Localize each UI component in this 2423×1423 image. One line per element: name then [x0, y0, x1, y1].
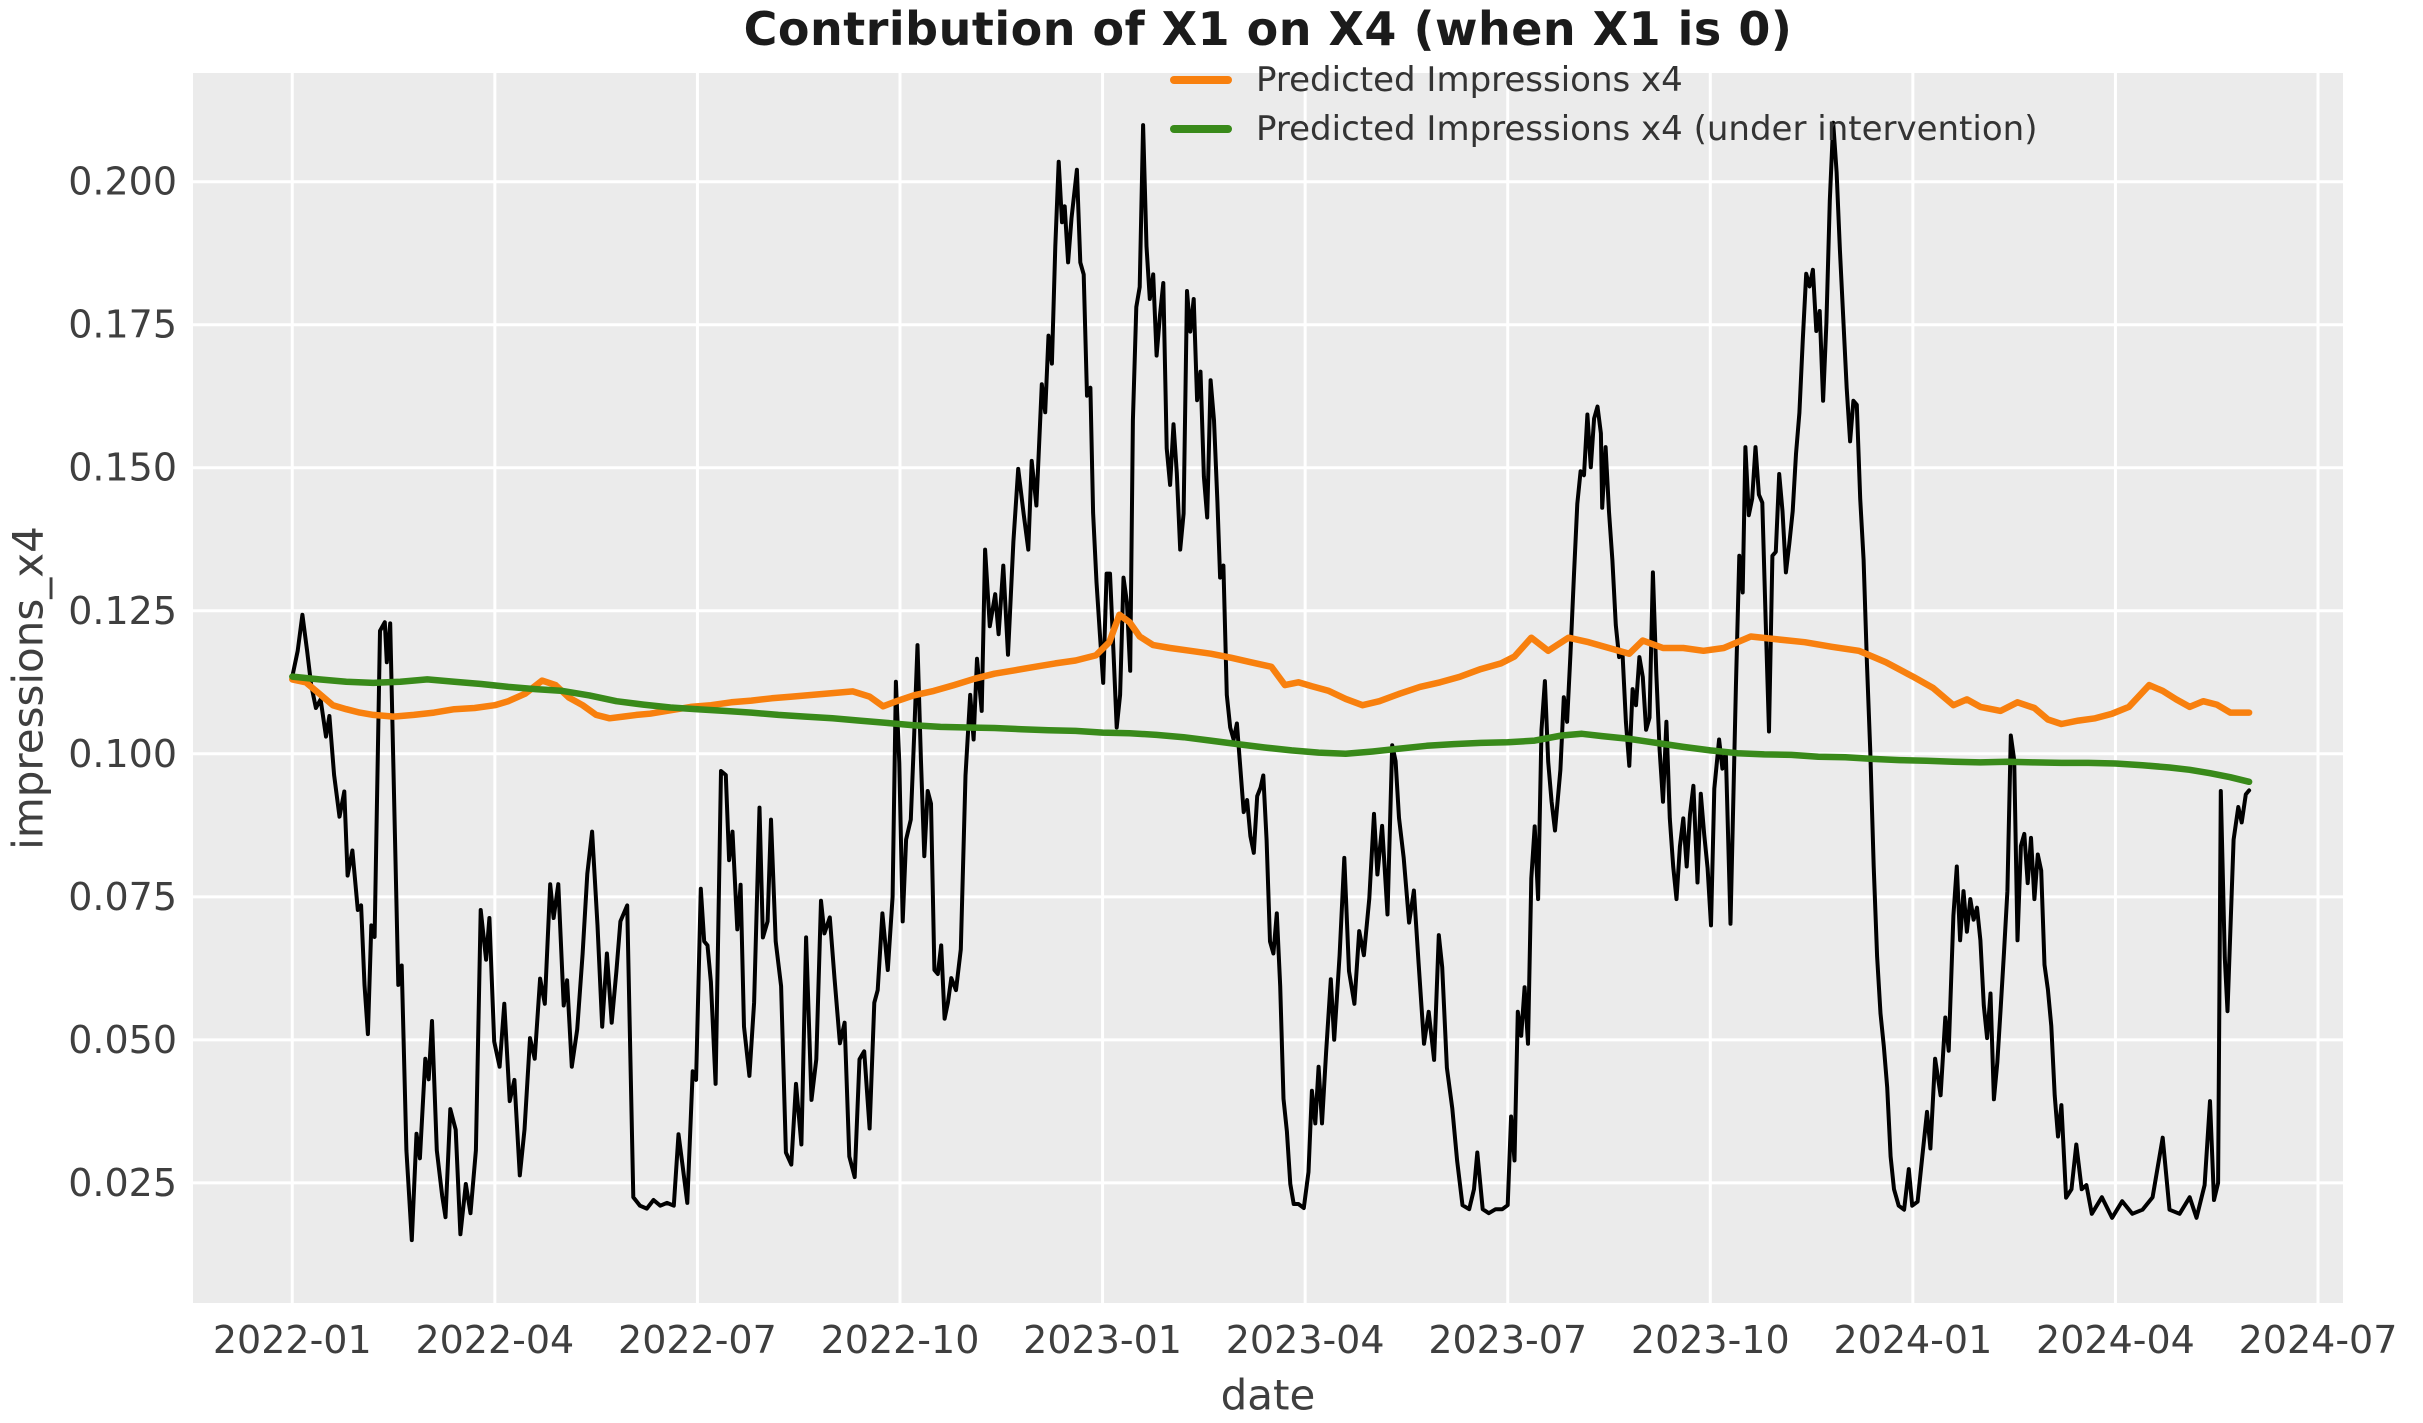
y-tick-label: 0.050	[68, 1018, 177, 1062]
x-tick-label: 2023-10	[1631, 1318, 1790, 1362]
x-tick-label: 2024-01	[1833, 1318, 1992, 1362]
y-tick-label: 0.100	[68, 732, 177, 776]
x-tick-label: 2024-04	[2036, 1318, 2195, 1362]
legend: Predicted Impressions x4 Predicted Impres…	[1170, 60, 2037, 149]
y-axis-label: impressions_x4	[3, 526, 53, 850]
legend-swatch-predicted	[1170, 76, 1232, 84]
y-tick-label: 0.150	[68, 446, 177, 490]
x-tick-label: 2024-07	[2239, 1318, 2398, 1362]
y-tick-label: 0.175	[68, 303, 177, 347]
legend-item-predicted: Predicted Impressions x4	[1170, 60, 2037, 100]
y-tick-label: 0.200	[68, 160, 177, 204]
legend-item-predicted-intervention: Predicted Impressions x4 (under interven…	[1170, 109, 2037, 149]
legend-label-predicted-intervention: Predicted Impressions x4 (under interven…	[1256, 109, 2038, 149]
x-tick-label: 2022-01	[213, 1318, 372, 1362]
series-line-predicted	[289, 611, 2253, 728]
x-tick-label: 2022-04	[415, 1318, 574, 1362]
legend-swatch-predicted-intervention	[1170, 125, 1232, 133]
x-tick-label: 2022-10	[821, 1318, 980, 1362]
x-tick-label: 2023-01	[1023, 1318, 1182, 1362]
y-tick-label: 0.075	[68, 875, 177, 919]
series-line-actual-impressions	[290, 120, 2252, 1243]
y-tick-label: 0.025	[68, 1161, 177, 1205]
y-tick-label: 0.125	[68, 589, 177, 633]
x-axis-label: date	[1220, 1370, 1316, 1420]
x-tick-label: 2023-04	[1226, 1318, 1385, 1362]
chart-title: Contribution of X1 on X4 (when X1 is 0)	[743, 2, 1793, 56]
x-tick-label: 2023-07	[1428, 1318, 1587, 1362]
series-line-predicted-intervention	[289, 673, 2253, 786]
legend-label-predicted: Predicted Impressions x4	[1256, 60, 1683, 100]
x-tick-label: 2022-07	[618, 1318, 777, 1362]
